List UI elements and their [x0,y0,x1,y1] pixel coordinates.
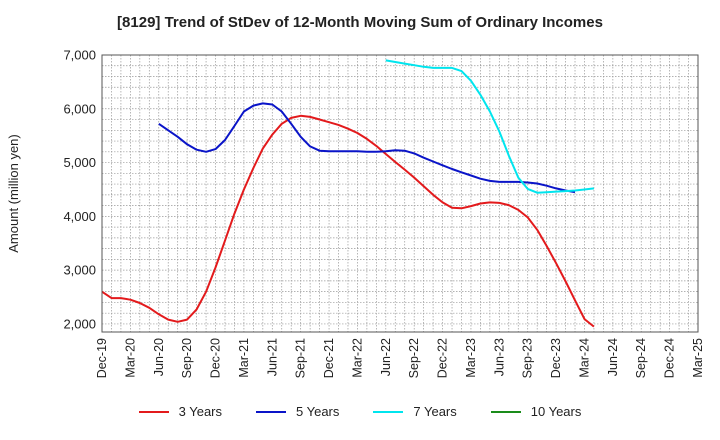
legend-swatch [256,410,286,413]
x-tick-label: Jun-21 [265,338,279,376]
x-tick-label: Dec-23 [549,338,563,378]
legend-label: 5 Years [296,404,340,419]
y-tick-labels: 2,000 3,000 4,000 5,000 6,000 7,000 [63,48,96,332]
legend-swatch [490,410,521,413]
x-tick-label: Sep-22 [407,338,421,378]
y-tick-label: 7,000 [63,48,96,63]
series-line-7-years [385,59,595,194]
legend: 3 Years 5 Years 7 Years 10 Years [0,404,720,419]
x-tick-label: Jun-23 [492,338,506,376]
x-tick-label: Mar-21 [237,338,251,378]
series-line-5-years [158,102,576,194]
grid-lines [102,55,698,332]
y-axis-label: Amount (million yen) [6,134,21,253]
x-tick-labels: Dec-19 Mar-20 Jun-20 Sep-20 Dec-20 Mar-21 Jun-… [95,338,705,378]
y-tick-label: 5,000 [63,155,96,170]
x-tick-label: Dec-19 [95,338,109,378]
legend-label: 7 Years [413,404,457,419]
x-tick-label: Jun-24 [606,338,620,376]
x-tick-label: Mar-25 [691,338,705,378]
plot-frame [101,54,699,333]
x-tick-label: Mar-23 [464,338,478,378]
x-tick-label: Dec-22 [436,338,450,378]
legend-item: 10 Years [490,404,582,419]
x-tick-label: Sep-20 [180,338,194,378]
chart-title: [8129] Trend of StDev of 12-Month Moving… [117,14,603,31]
legend-label: 3 Years [178,404,222,419]
legend-label: 10 Years [530,404,582,419]
legend-swatch [138,410,169,413]
y-tick-label: 2,000 [63,316,96,331]
legend-swatch [373,410,404,413]
series-line-3-years [101,114,595,328]
y-tick-label: 6,000 [63,101,96,116]
y-tick-label: 4,000 [63,209,96,224]
x-tick-label: Mar-22 [350,338,364,378]
x-tick-label: Dec-24 [663,338,677,378]
x-tick-label: Mar-24 [577,338,591,378]
legend-item: 5 Years [256,404,339,419]
x-tick-label: Mar-20 [123,338,137,378]
x-tick-label: Sep-24 [634,338,648,378]
x-tick-label: Jun-22 [379,338,393,376]
series-lines [101,59,595,328]
y-tick-label: 3,000 [63,263,96,278]
x-tick-label: Sep-23 [521,338,535,378]
legend-item: 7 Years [373,404,457,419]
x-tick-label: Dec-20 [209,338,223,378]
x-tick-label: Dec-21 [322,338,336,378]
x-tick-label: Jun-20 [152,338,166,376]
legend-item: 3 Years [138,404,222,419]
x-tick-label: Sep-21 [294,338,308,378]
